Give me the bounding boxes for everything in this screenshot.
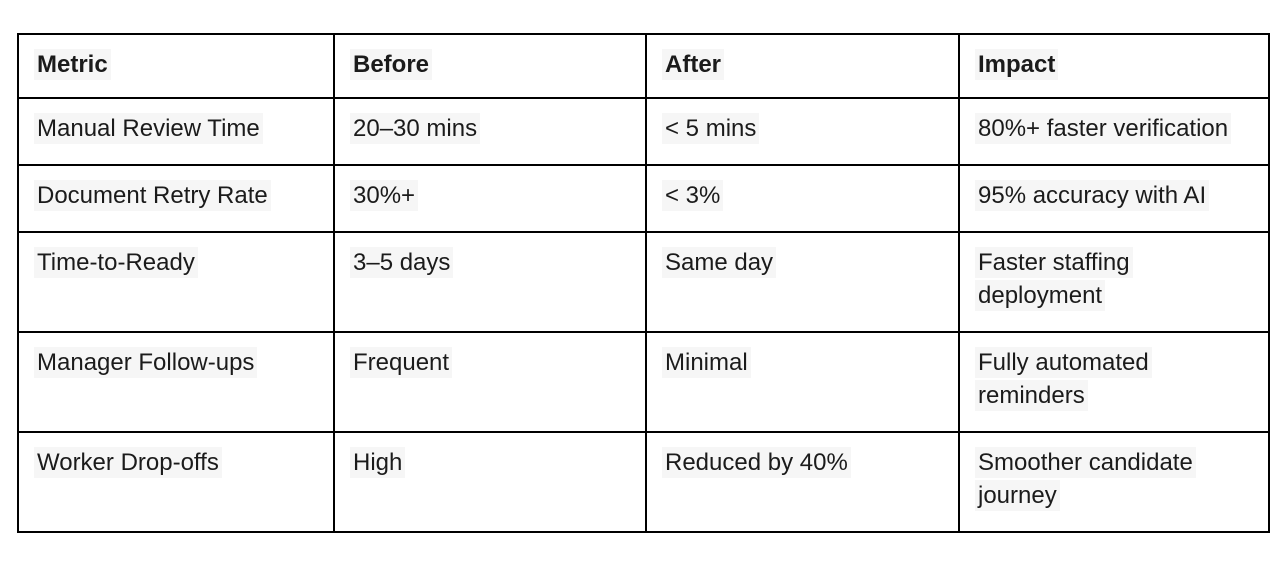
table-header: Metric Before After Impact bbox=[17, 33, 1270, 99]
cell-text: Time-to-Ready bbox=[34, 247, 198, 278]
cell-text: Smoother candidate journey bbox=[975, 447, 1196, 511]
cell-text: Fully automated reminders bbox=[975, 347, 1152, 411]
table-row: Worker Drop-offs High Reduced by 40% Smooth… bbox=[17, 431, 1270, 533]
column-header-label: Metric bbox=[34, 49, 111, 80]
table-cell: 80%+ faster verification bbox=[958, 97, 1270, 166]
table-cell: Worker Drop-offs bbox=[17, 431, 335, 533]
table-cell: 95% accuracy with AI bbox=[958, 164, 1270, 233]
cell-text: Minimal bbox=[662, 347, 751, 378]
table-cell: Smoother candidate journey bbox=[958, 431, 1270, 533]
column-header: After bbox=[645, 33, 960, 99]
table-cell: Fully automated reminders bbox=[958, 331, 1270, 433]
table-row: Manager Follow-ups Frequent Minimal Fully a… bbox=[17, 331, 1270, 433]
table-cell: 30%+ bbox=[333, 164, 647, 233]
header-row: Metric Before After Impact bbox=[17, 33, 1270, 99]
table-cell: Same day bbox=[645, 231, 960, 333]
table-cell: 3–5 days bbox=[333, 231, 647, 333]
table-cell: Time-to-Ready bbox=[17, 231, 335, 333]
cell-text: Frequent bbox=[350, 347, 453, 378]
column-header: Impact bbox=[958, 33, 1270, 99]
cell-text: Manager Follow-ups bbox=[34, 347, 258, 378]
table-cell: Minimal bbox=[645, 331, 960, 433]
column-header-label: Before bbox=[350, 49, 433, 80]
cell-text: Document Retry Rate bbox=[34, 180, 271, 211]
cell-text: 20–30 mins bbox=[350, 113, 481, 144]
table-cell: Reduced by 40% bbox=[645, 431, 960, 533]
table-cell: Frequent bbox=[333, 331, 647, 433]
column-header: Metric bbox=[17, 33, 335, 99]
cell-text: 80%+ faster verification bbox=[975, 113, 1232, 144]
column-header-label: Impact bbox=[975, 49, 1059, 80]
cell-text: < 5 mins bbox=[662, 113, 760, 144]
table-cell: Manager Follow-ups bbox=[17, 331, 335, 433]
table-row: Time-to-Ready 3–5 days Same day Faster staf… bbox=[17, 231, 1270, 333]
table-row: Manual Review Time 20–30 mins < 5 mins 80%+… bbox=[17, 97, 1270, 166]
table-row: Document Retry Rate 30%+ < 3% 95% accuracy … bbox=[17, 164, 1270, 233]
table-cell: Manual Review Time bbox=[17, 97, 335, 166]
cell-text: Reduced by 40% bbox=[662, 447, 851, 478]
column-header: Before bbox=[333, 33, 647, 99]
cell-text: 3–5 days bbox=[350, 247, 454, 278]
column-header-label: After bbox=[662, 49, 725, 80]
cell-text: Same day bbox=[662, 247, 777, 278]
cell-text: High bbox=[350, 447, 406, 478]
cell-text: 95% accuracy with AI bbox=[975, 180, 1210, 211]
table-body: Manual Review Time 20–30 mins < 5 mins 80%+… bbox=[17, 97, 1270, 533]
cell-text: Manual Review Time bbox=[34, 113, 263, 144]
cell-text: 30%+ bbox=[350, 180, 419, 211]
cell-text: Faster staffing deployment bbox=[975, 247, 1133, 311]
cell-text: Worker Drop-offs bbox=[34, 447, 222, 478]
table-cell: 20–30 mins bbox=[333, 97, 647, 166]
table-cell: Document Retry Rate bbox=[17, 164, 335, 233]
table-cell: High bbox=[333, 431, 647, 533]
cell-text: < 3% bbox=[662, 180, 724, 211]
table-cell: Faster staffing deployment bbox=[958, 231, 1270, 333]
table-cell: < 3% bbox=[645, 164, 960, 233]
table-cell: < 5 mins bbox=[645, 97, 960, 166]
metrics-table: Metric Before After Impact Manual Review Ti… bbox=[17, 33, 1270, 533]
